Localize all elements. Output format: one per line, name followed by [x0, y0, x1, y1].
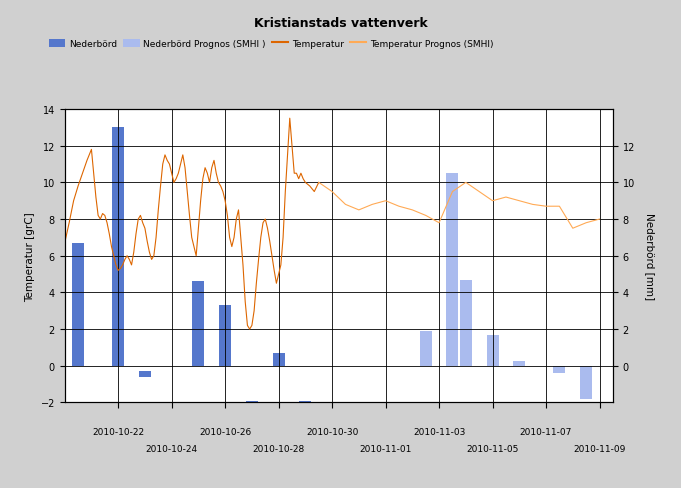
Y-axis label: Temperatur [grC]: Temperatur [grC] — [25, 211, 35, 301]
Text: 2010-10-24: 2010-10-24 — [146, 444, 197, 453]
Bar — [300, 401, 311, 435]
Bar — [486, 336, 498, 366]
Bar — [447, 174, 458, 366]
Text: 2010-11-07: 2010-11-07 — [520, 427, 572, 437]
Bar — [419, 331, 432, 366]
Text: 2010-10-26: 2010-10-26 — [199, 427, 251, 437]
Bar — [580, 366, 592, 399]
Bar — [193, 282, 204, 366]
Bar — [460, 280, 472, 366]
Text: 2010-10-28: 2010-10-28 — [253, 444, 305, 453]
Bar — [272, 353, 285, 366]
Bar — [219, 305, 231, 366]
Text: 2010-10-30: 2010-10-30 — [306, 427, 358, 437]
Bar — [513, 362, 525, 366]
Bar — [139, 371, 151, 377]
Bar — [554, 366, 565, 373]
Bar — [246, 401, 258, 435]
Text: 2010-11-09: 2010-11-09 — [573, 444, 626, 453]
Y-axis label: Nederbörd [mm]: Nederbörd [mm] — [644, 213, 654, 300]
Text: Kristianstads vattenverk: Kristianstads vattenverk — [253, 17, 428, 30]
Text: 2010-10-22: 2010-10-22 — [92, 427, 144, 437]
Legend: Nederbörd, Nederbörd Prognos (SMHI ), Temperatur, Temperatur Prognos (SMHI): Nederbörd, Nederbörd Prognos (SMHI ), Te… — [46, 36, 497, 52]
Text: 2010-11-05: 2010-11-05 — [466, 444, 519, 453]
Bar — [112, 128, 124, 366]
Text: 2010-11-01: 2010-11-01 — [360, 444, 412, 453]
Text: 2010-11-03: 2010-11-03 — [413, 427, 465, 437]
Bar — [72, 244, 84, 366]
